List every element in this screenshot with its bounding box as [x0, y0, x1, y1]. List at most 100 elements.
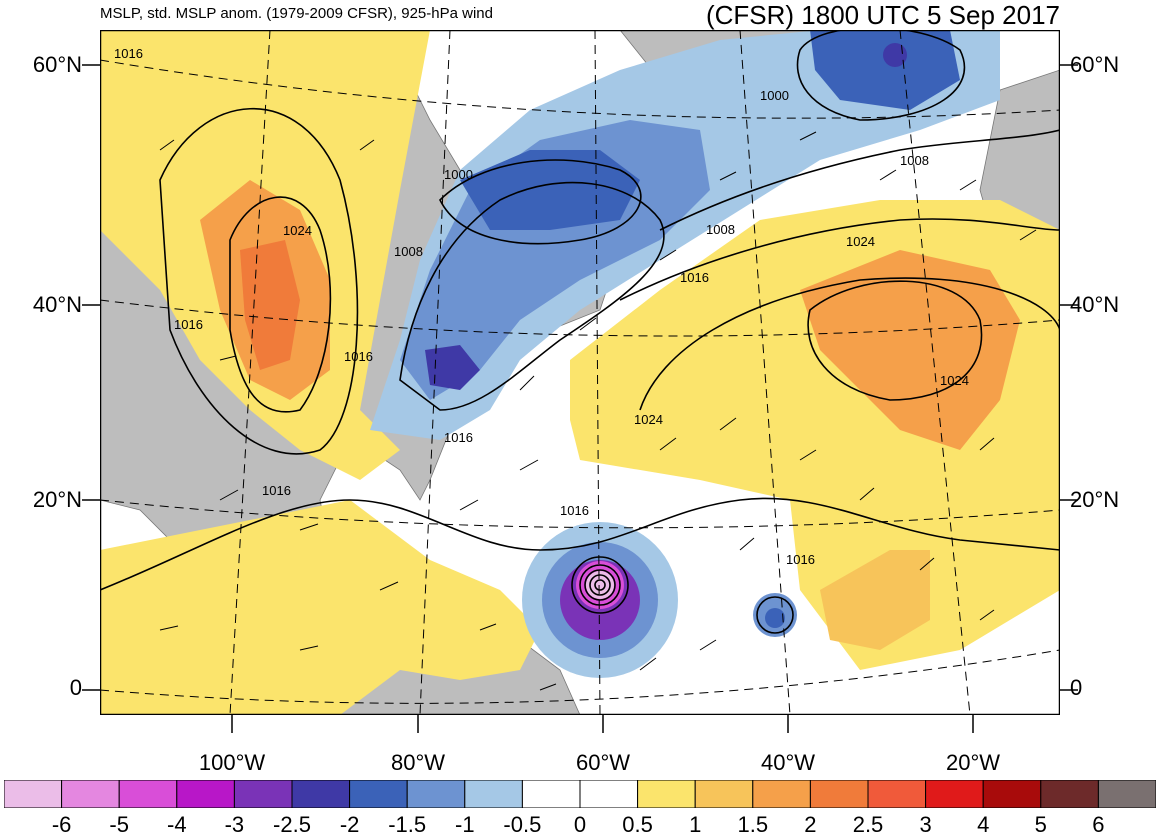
graticule-lat-60n	[100, 59, 1060, 119]
lon-label-80w: 80°W	[390, 750, 446, 775]
isobar-hurricane-ring-2	[584, 569, 616, 601]
isobar-label: 1016	[680, 270, 709, 285]
isobar-1016-north	[619, 218, 1060, 301]
isobar-labels: 1016 1024 1016 1016 1008 1000 1000 1008 …	[114, 46, 969, 567]
isobar-label: 1016	[262, 483, 291, 498]
colorbar-label: -5	[109, 812, 129, 837]
colorbar-swatch	[176, 780, 235, 808]
anomaly-negative-trough	[370, 30, 1000, 440]
isobar-label: 1000	[444, 167, 473, 182]
colorbar-label: 4	[977, 812, 990, 837]
isobar-hurricane-ring-5	[571, 556, 629, 614]
graticule-lon-20w	[899, 30, 971, 715]
graticule-lat-0	[100, 649, 1060, 704]
isobar-hurricane-ring-3	[589, 574, 611, 596]
right-ticks	[1060, 64, 1078, 691]
isobar-label: 1016	[560, 503, 589, 518]
left-ticks	[82, 64, 100, 691]
isobar-1024-west	[229, 196, 332, 413]
lat-label-20n-left: 20°N	[32, 487, 82, 512]
anomaly-negative-iceland	[810, 30, 960, 110]
isobar-1008-north	[659, 129, 1060, 231]
isobar-label: 1016	[444, 430, 473, 445]
graticule-lon-40w	[739, 30, 791, 715]
lat-label-eq-right: 0	[1070, 675, 1083, 700]
colorbar-swatch	[118, 780, 178, 808]
isobar-label: 1024	[634, 412, 663, 427]
colorbar-label: 0	[573, 812, 587, 837]
colorbar-swatch	[233, 780, 293, 808]
graticule-lon-60w	[594, 30, 601, 715]
isobar-label: 1024	[846, 234, 875, 249]
map-border	[100, 30, 1060, 715]
colorbar-swatch	[637, 780, 696, 808]
isobar-1024-atlantic	[639, 277, 1060, 411]
colorbar-swatch	[982, 780, 1042, 808]
isobar-1024-high	[807, 280, 983, 401]
anomaly-negative-small-low-core	[765, 608, 785, 628]
isobar-label: 1008	[900, 153, 929, 168]
isobar-label: 1016	[174, 317, 203, 332]
colorbar-swatch	[579, 780, 639, 808]
anomaly-negative-coast	[425, 345, 480, 390]
colorbar-swatch	[464, 780, 523, 808]
lon-label-40w: 40°W	[760, 750, 816, 775]
isobar-label: 1008	[394, 244, 423, 259]
colorbar-label: 1	[689, 812, 702, 837]
lon-label-60w: 60°W	[575, 750, 631, 775]
colorbar-label: 5	[1034, 812, 1047, 837]
isobar-1000-iceland	[796, 30, 966, 121]
wind-barbs	[159, 131, 1037, 691]
lat-label-60n-right: 60°N	[1070, 52, 1120, 77]
lat-label-20n-right: 20°N	[1070, 487, 1120, 512]
colorbar-swatch	[1097, 780, 1156, 808]
colorbar	[4, 780, 1156, 808]
colorbar-label: -4	[167, 812, 187, 837]
anomaly-orange-west-core	[240, 240, 300, 370]
colorbar-label: 3	[919, 812, 932, 837]
isobars	[100, 30, 1060, 634]
graticule-lon-100w	[229, 30, 271, 715]
isobar-1016-south	[100, 497, 1060, 591]
isobar-label: 1000	[760, 88, 789, 103]
graticule-lat-40n	[100, 299, 1060, 337]
isobar-label: 1016	[344, 349, 373, 364]
lat-label-60n-left: 60°N	[32, 52, 82, 77]
lat-label-40n-right: 40°N	[1070, 292, 1120, 317]
lat-label-40n-left: 40°N	[32, 292, 82, 317]
colorbar-label: -0.5	[503, 812, 542, 837]
graticule-lon-80w	[419, 30, 451, 715]
colorbar-swatch	[694, 780, 754, 808]
weather-map: 1016 1024 1016 1016 1008 1000 1000 1008 …	[100, 30, 1060, 715]
colorbar-swatch	[925, 780, 984, 808]
isobar-small-low-ring	[756, 596, 794, 634]
anomaly-orange-south	[820, 550, 930, 650]
colorbar-swatch	[752, 780, 811, 808]
anomaly-negative-iceland-core	[883, 43, 907, 67]
colorbar-swatch	[1040, 780, 1099, 808]
isobar-1008-low	[399, 181, 665, 411]
colorbar-label: 6	[1092, 812, 1105, 837]
colorbar-swatch	[61, 780, 120, 808]
lon-label-20w: 20°W	[945, 750, 1001, 775]
lat-label-eq-left: 0	[69, 675, 82, 700]
colorbar-label: -1	[455, 812, 475, 837]
colorbar-swatch	[809, 780, 869, 808]
colorbar-swatch	[867, 780, 927, 808]
anomaly-positive-south	[100, 500, 540, 715]
isobar-label: 1024	[283, 223, 312, 238]
colorbar-swatch	[349, 780, 408, 808]
anomaly-negative-deep	[460, 150, 640, 230]
colorbar-label: -6	[51, 812, 72, 837]
graticule	[100, 30, 1060, 715]
isobar-label: 1024	[940, 373, 969, 388]
isobar-label: 1016	[786, 552, 815, 567]
map-title-left: MSLP, std. MSLP anom. (1979-2009 CFSR), …	[100, 5, 493, 22]
lon-label-100w: 100°W	[198, 750, 266, 775]
isobar-label: 1016	[114, 46, 143, 61]
colorbar-label: 2	[804, 812, 817, 837]
isobar-label: 1008	[706, 222, 735, 237]
colorbar-label: -2.5	[273, 812, 311, 837]
anomaly-shading	[100, 30, 1060, 715]
colorbar-swatch	[4, 780, 63, 808]
